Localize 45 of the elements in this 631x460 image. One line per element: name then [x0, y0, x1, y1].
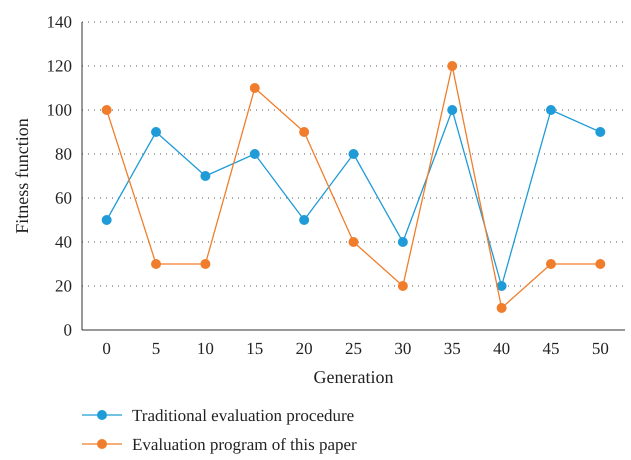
- legend-label: Evaluation program of this paper: [132, 434, 358, 454]
- point: [200, 259, 210, 269]
- x-tick-label: 40: [493, 339, 510, 358]
- x-tick-label: 35: [444, 339, 461, 358]
- point: [447, 61, 458, 71]
- point: [595, 127, 606, 137]
- point: [250, 149, 260, 159]
- point: [348, 237, 358, 247]
- point: [496, 303, 507, 313]
- point: [546, 105, 556, 115]
- point: [348, 149, 358, 159]
- x-tick-label: 25: [345, 339, 362, 358]
- point: [102, 105, 112, 115]
- point: [250, 83, 260, 93]
- x-tick-label: 15: [246, 339, 264, 358]
- point: [102, 215, 112, 225]
- x-tick-label: 0: [102, 339, 111, 358]
- y-tick-label: 0: [64, 320, 72, 340]
- x-tick-label: 20: [296, 339, 313, 358]
- point: [151, 127, 162, 137]
- point: [595, 259, 606, 269]
- point: [546, 259, 556, 269]
- point: [496, 281, 507, 291]
- point: [151, 259, 162, 269]
- point: [299, 127, 310, 137]
- x-tick-label: 30: [394, 339, 412, 358]
- legend-label: Traditional evaluation procedure: [132, 406, 354, 425]
- y-tick-label: 40: [55, 232, 72, 252]
- x-axis-title: Generation: [314, 367, 394, 387]
- y-tick-label: 60: [55, 188, 72, 208]
- x-tick-label: 10: [196, 339, 214, 358]
- point: [200, 171, 210, 181]
- point: [398, 281, 408, 291]
- y-axis-title: Fitness function: [12, 118, 32, 234]
- x-tick-label: 45: [542, 339, 560, 358]
- x-tick-label: 5: [152, 339, 160, 358]
- point: [299, 215, 310, 225]
- point: [447, 105, 458, 115]
- point: [398, 237, 408, 247]
- y-tick-label: 140: [46, 12, 72, 32]
- y-tick-label: 100: [46, 100, 72, 120]
- y-tick-label: 80: [55, 144, 72, 164]
- y-tick-label: 20: [55, 276, 72, 296]
- x-tick-label: 50: [592, 339, 609, 358]
- y-tick-label: 120: [46, 56, 72, 76]
